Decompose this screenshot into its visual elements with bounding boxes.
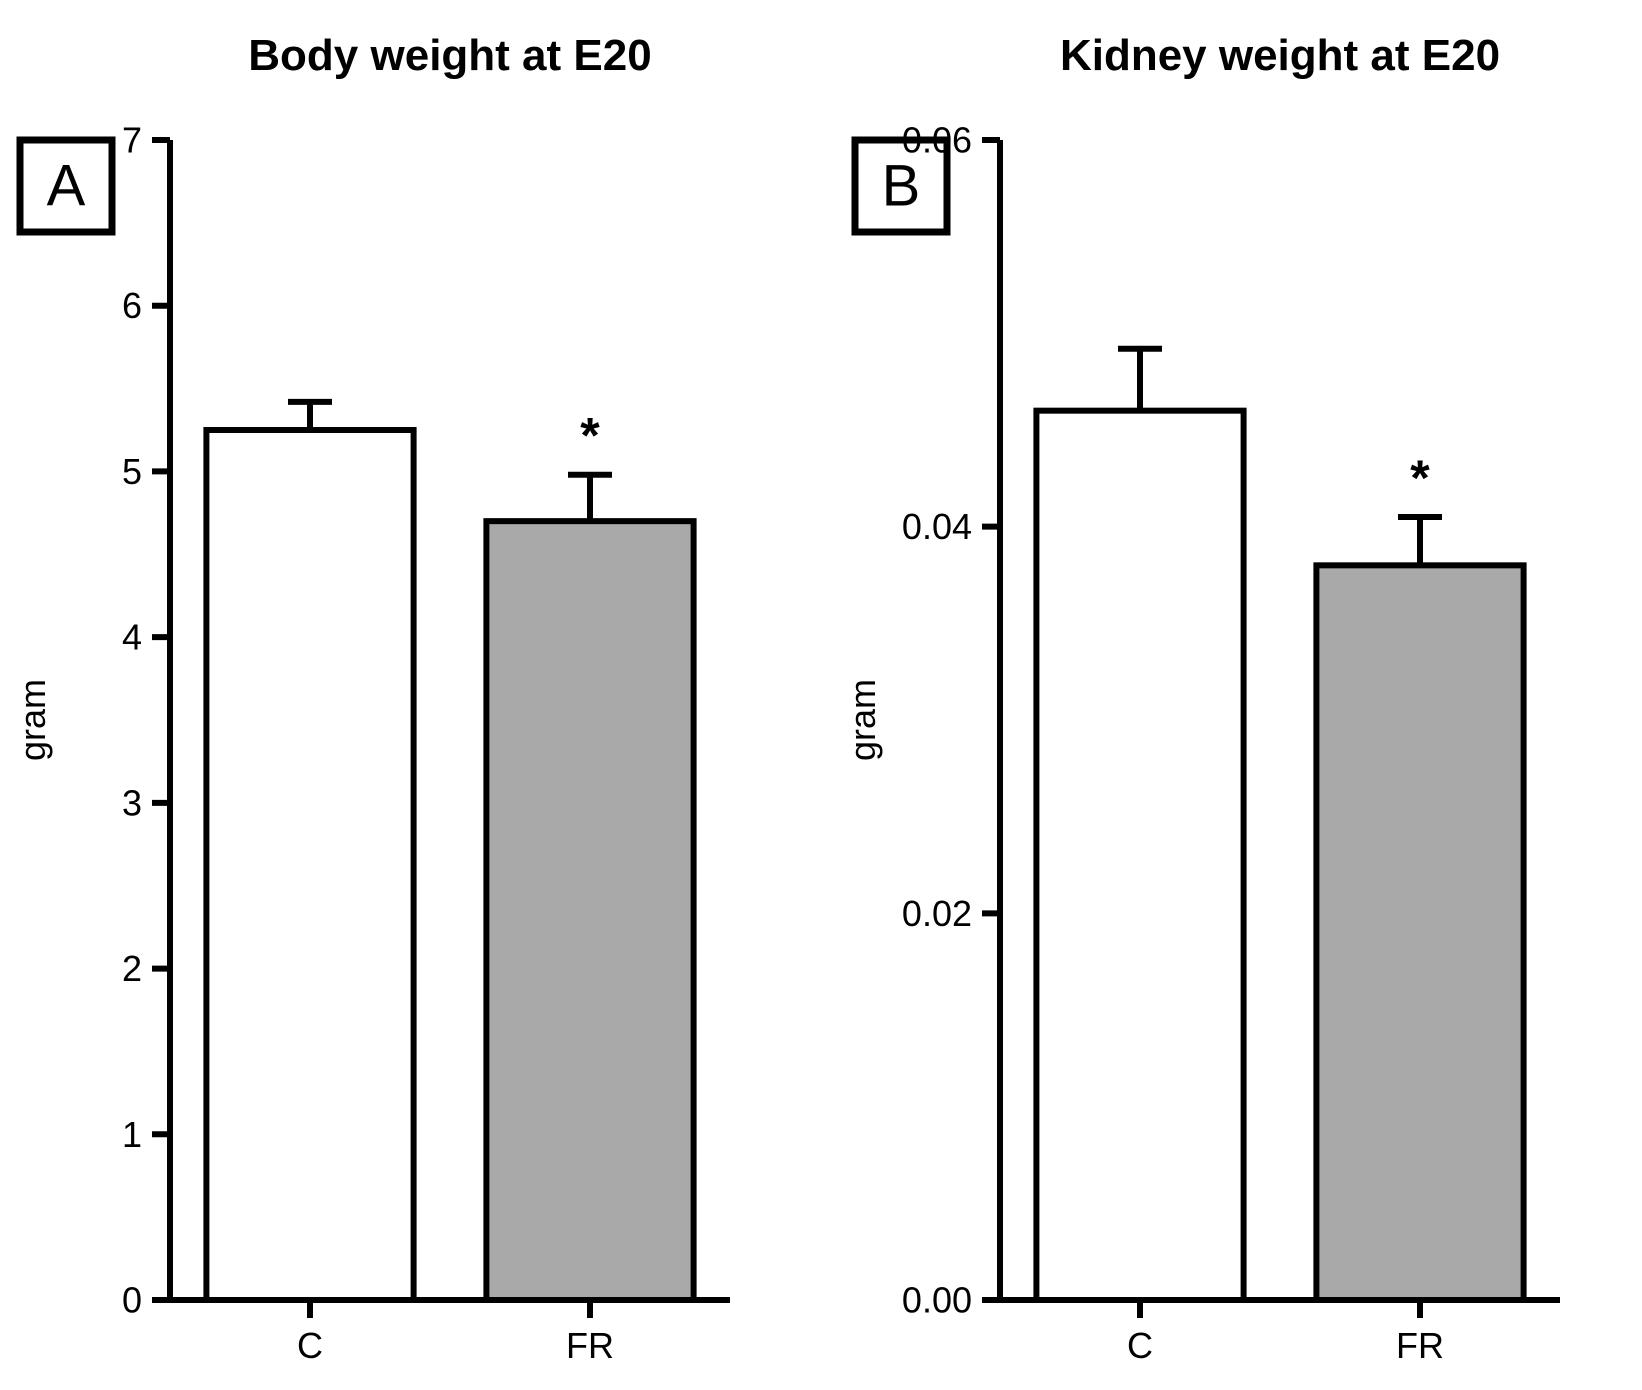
x-tick-label: FR	[566, 1325, 614, 1366]
bar	[1036, 411, 1243, 1300]
y-axis-label: gram	[12, 679, 53, 761]
x-tick-label: C	[1127, 1325, 1153, 1366]
y-tick-label: 2	[122, 948, 142, 989]
y-tick-label: 4	[122, 617, 142, 658]
chart-title: Body weight at E20	[248, 31, 651, 80]
y-tick-label: 0	[122, 1280, 142, 1321]
y-tick-label: 5	[122, 451, 142, 492]
y-tick-label: 0.02	[902, 893, 972, 934]
significance-marker: *	[580, 408, 600, 464]
chart-title: Kidney weight at E20	[1060, 31, 1500, 80]
chart-svg: Body weight at E20 A 0 1 2 3 4 5 6 7 gram C * FR Kidne…	[0, 0, 1642, 1390]
bar	[206, 430, 413, 1300]
chart-container: Body weight at E20 A 0 1 2 3 4 5 6 7 gram C * FR Kidne…	[0, 0, 1642, 1390]
y-tick-label: 6	[122, 285, 142, 326]
y-tick-label: 7	[122, 120, 142, 161]
panel-label-text: B	[882, 154, 921, 219]
x-tick-label: C	[297, 1325, 323, 1366]
panel-label-text: A	[47, 154, 86, 219]
y-axis-label: gram	[842, 679, 883, 761]
significance-marker: *	[1410, 450, 1430, 506]
x-tick-label: FR	[1396, 1325, 1444, 1366]
bar	[486, 521, 693, 1300]
bar	[1316, 565, 1523, 1300]
y-tick-label: 1	[122, 1114, 142, 1155]
y-tick-label: 0.00	[902, 1280, 972, 1321]
y-tick-label: 0.04	[902, 506, 972, 547]
y-tick-label: 0.06	[902, 120, 972, 161]
y-tick-label: 3	[122, 782, 142, 823]
